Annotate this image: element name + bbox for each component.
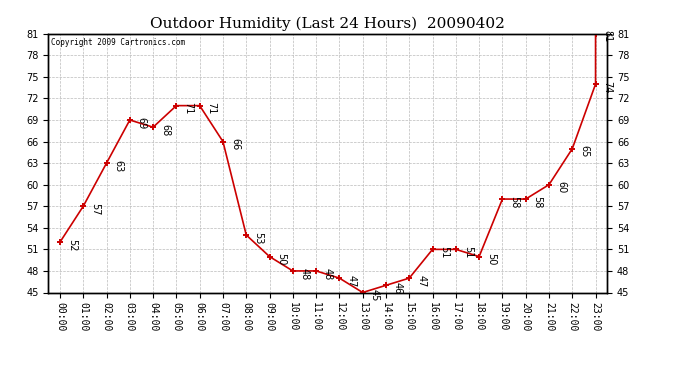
Title: Outdoor Humidity (Last 24 Hours)  20090402: Outdoor Humidity (Last 24 Hours) 2009040… (150, 17, 505, 31)
Text: 71: 71 (206, 102, 217, 115)
Text: 50: 50 (277, 253, 286, 266)
Text: 68: 68 (160, 124, 170, 136)
Text: 57: 57 (90, 203, 100, 215)
Text: Copyright 2009 Cartronics.com: Copyright 2009 Cartronics.com (51, 38, 185, 46)
Text: 51: 51 (463, 246, 473, 258)
Text: 58: 58 (509, 196, 520, 208)
Text: 48: 48 (299, 268, 310, 280)
Text: 71: 71 (184, 102, 193, 115)
Text: 69: 69 (137, 117, 147, 129)
Text: 60: 60 (556, 182, 566, 194)
Text: 45: 45 (370, 289, 380, 302)
Text: 66: 66 (230, 138, 240, 150)
Text: 53: 53 (253, 232, 263, 244)
Text: 63: 63 (113, 160, 124, 172)
Text: 81: 81 (602, 30, 613, 43)
Text: 51: 51 (440, 246, 449, 258)
Text: 65: 65 (579, 146, 589, 158)
Text: 58: 58 (533, 196, 542, 208)
Text: 47: 47 (346, 275, 356, 287)
Text: 46: 46 (393, 282, 403, 294)
Text: 50: 50 (486, 253, 496, 266)
Text: 52: 52 (67, 239, 77, 251)
Text: 48: 48 (323, 268, 333, 280)
Text: 47: 47 (416, 275, 426, 287)
Text: 74: 74 (602, 81, 613, 93)
